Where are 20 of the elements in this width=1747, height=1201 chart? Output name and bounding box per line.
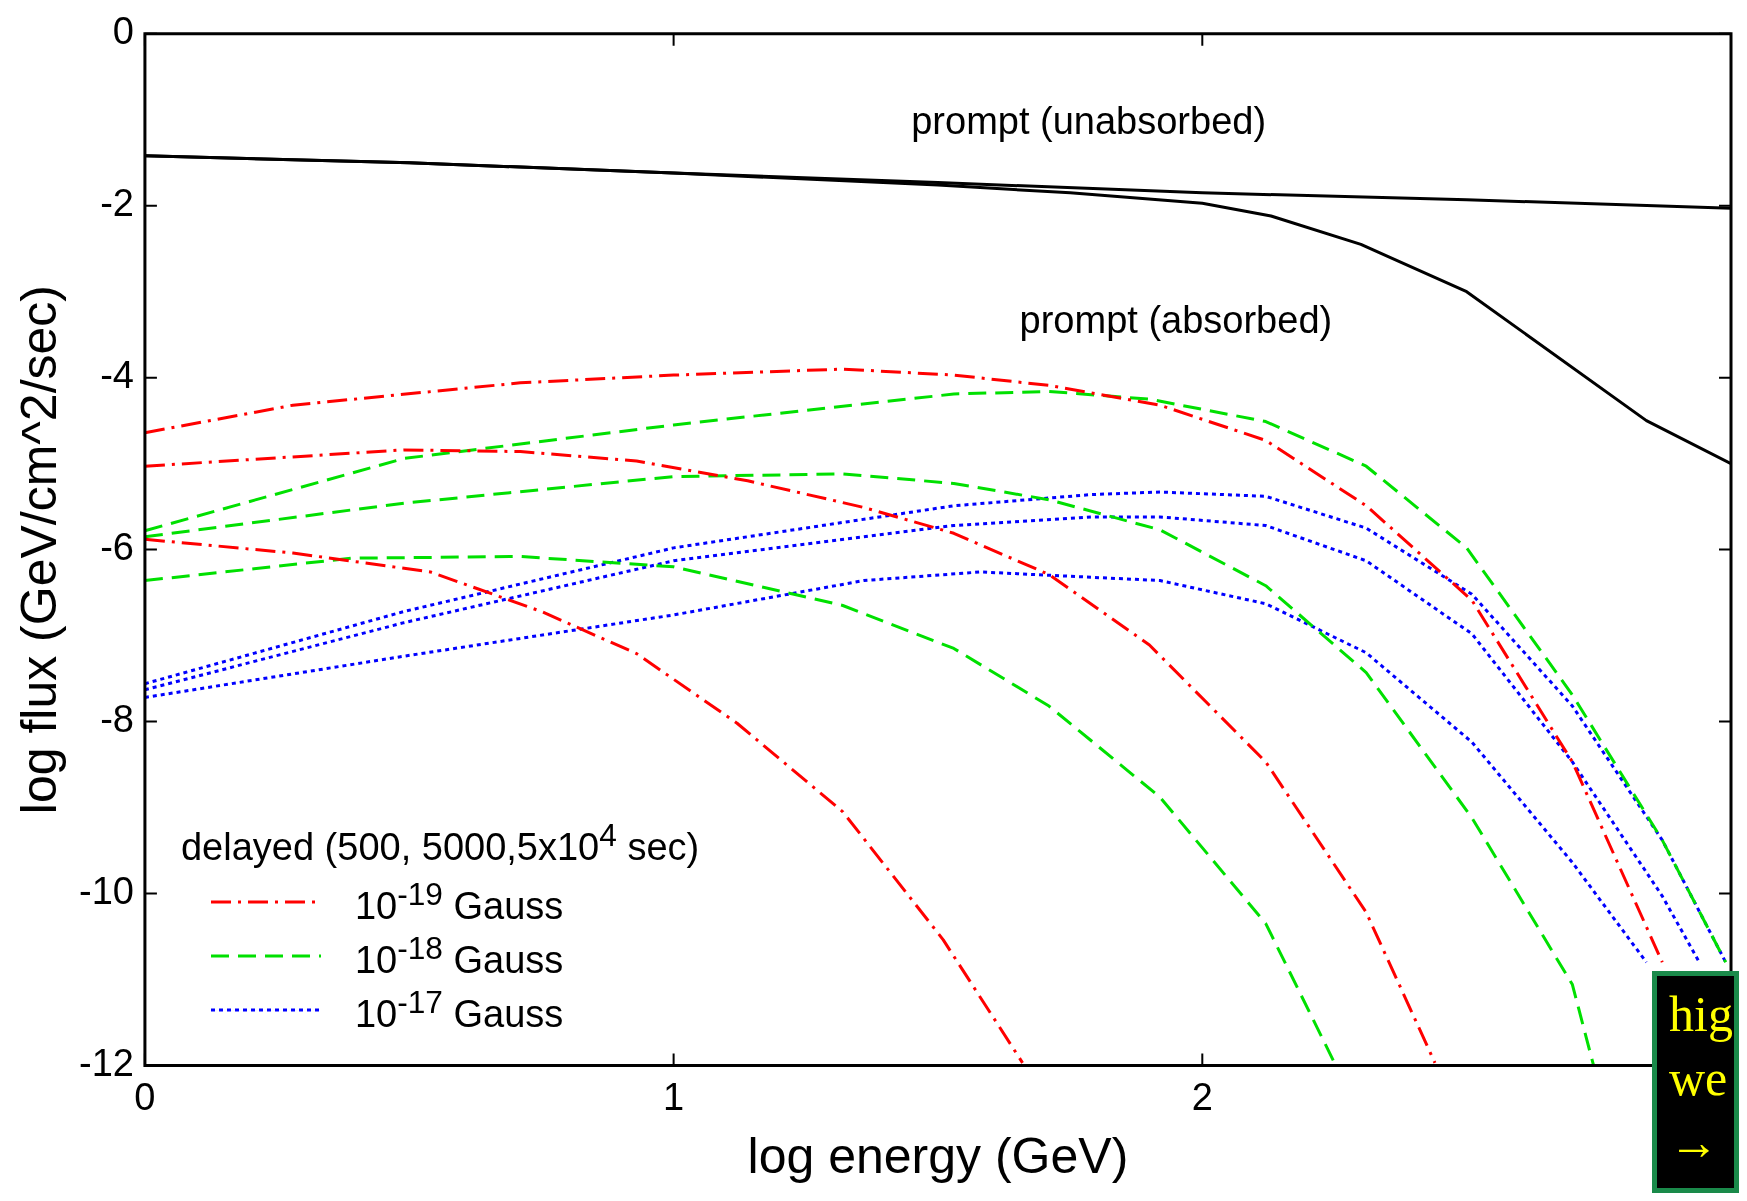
annotation: hig	[1669, 985, 1734, 1044]
legend-label: 10$^{-17}$ Gauss	[354, 984, 564, 1036]
note-box: hig we →	[1652, 971, 1739, 1193]
y-tick-label: -8	[100, 698, 134, 741]
y-tick-label: -12	[79, 1041, 134, 1084]
legend-label: 10$^{-18}$ Gauss	[354, 930, 564, 982]
x-axis-title: log energy (GeV)	[747, 1127, 1129, 1184]
annotation: we	[1669, 1049, 1729, 1108]
x-tick-label: 1	[663, 1075, 685, 1118]
y-tick-label: -6	[100, 526, 134, 569]
y-axis-title: log flux (GeV/cm^2/sec)	[10, 285, 67, 815]
x-tick-label: 2	[1191, 1075, 1213, 1118]
annotation: prompt (absorbed)	[1019, 299, 1333, 342]
y-tick-label: -2	[100, 182, 134, 225]
y-tick-label: -10	[79, 869, 134, 912]
y-tick-label: 0	[112, 10, 134, 53]
annotation: prompt (unabsorbed)	[911, 100, 1267, 143]
legend-label: 10$^{-19}$ Gauss	[354, 876, 564, 928]
y-tick-label: -4	[100, 354, 134, 397]
legend-title: delayed (500, 5000,5x10$^{4}$ sec)	[180, 817, 700, 870]
